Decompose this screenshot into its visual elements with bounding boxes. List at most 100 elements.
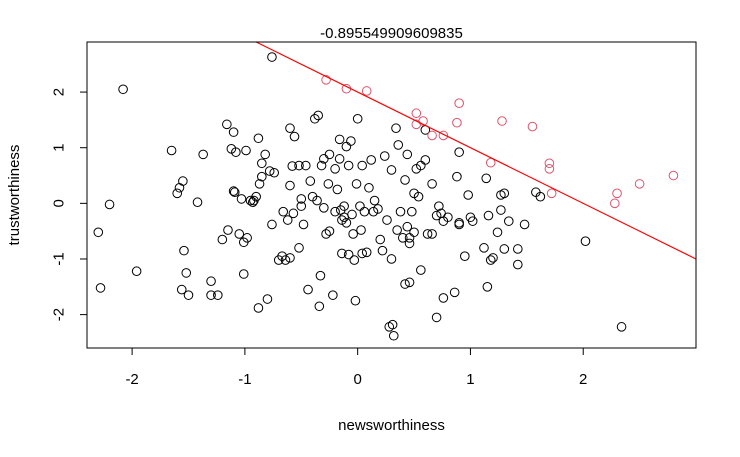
plot-frame <box>86 41 697 349</box>
data-point <box>503 216 514 226</box>
data-point <box>392 225 402 235</box>
data-point <box>294 243 304 253</box>
data-point <box>454 219 464 230</box>
data-point <box>181 268 192 278</box>
data-point <box>234 229 245 239</box>
data-point <box>352 113 363 124</box>
data-point <box>479 243 489 253</box>
data-point <box>206 290 216 300</box>
data-point <box>176 284 187 295</box>
data-point <box>315 270 326 281</box>
data-point <box>174 182 185 193</box>
selected-data-point <box>668 170 679 181</box>
data-point <box>166 145 177 156</box>
data-point <box>260 149 270 160</box>
data-point <box>228 186 239 196</box>
data-point <box>179 245 189 256</box>
data-point <box>373 204 383 214</box>
data-point <box>359 206 370 217</box>
data-point <box>251 191 261 202</box>
data-point <box>341 218 352 228</box>
data-point <box>262 294 273 304</box>
data-point <box>397 233 408 243</box>
data-point <box>496 205 506 215</box>
data-point <box>285 180 295 191</box>
data-point <box>267 219 277 230</box>
selected-data-point <box>361 86 372 96</box>
data-point <box>213 290 223 300</box>
data-point <box>386 254 397 264</box>
data-point <box>431 210 442 221</box>
selected-data-point <box>634 179 645 189</box>
data-point <box>131 266 142 277</box>
data-point <box>172 188 183 199</box>
data-point <box>416 265 426 275</box>
data-point <box>438 293 449 303</box>
selected-data-point <box>321 75 331 85</box>
data-point <box>420 155 431 165</box>
data-point <box>314 301 325 312</box>
data-point <box>384 322 395 332</box>
x-tick-label: -1 <box>238 371 251 388</box>
data-point <box>388 330 399 341</box>
data-point <box>349 255 360 265</box>
data-point <box>377 245 388 256</box>
data-point <box>280 255 291 265</box>
data-point <box>402 149 413 160</box>
data-point <box>337 248 347 259</box>
data-point <box>332 184 343 195</box>
data-point <box>343 249 354 260</box>
data-point <box>386 165 397 175</box>
data-point <box>427 179 437 189</box>
data-point <box>361 247 372 258</box>
data-point <box>391 123 401 134</box>
data-point <box>339 201 349 211</box>
data-point <box>488 253 498 263</box>
data-point <box>409 227 419 238</box>
data-point <box>375 234 386 245</box>
data-point <box>443 212 453 223</box>
data-point <box>253 133 264 144</box>
data-point <box>310 113 320 124</box>
selected-data-point <box>454 98 464 108</box>
data-point <box>324 149 335 160</box>
data-point <box>236 194 247 204</box>
chart-title: -0.895549909609835 <box>320 25 463 42</box>
data-point <box>341 141 352 152</box>
y-tick-label: 1 <box>51 144 68 152</box>
data-point <box>356 225 366 235</box>
selected-data-point <box>411 108 422 119</box>
data-point <box>616 322 627 332</box>
data-point <box>118 84 128 95</box>
data-point <box>198 149 208 160</box>
data-point <box>387 319 398 330</box>
selected-data-point <box>427 130 437 141</box>
x-tick-label: 2 <box>579 371 587 388</box>
data-point <box>316 160 327 171</box>
data-point <box>300 160 311 171</box>
selected-data-point <box>544 164 555 174</box>
selected-data-point <box>610 198 620 209</box>
data-point <box>413 191 424 202</box>
data-point <box>296 194 307 204</box>
data-point <box>178 176 188 186</box>
data-point <box>427 229 437 239</box>
y-axis-label: trustworthiness <box>6 145 23 246</box>
data-point <box>330 164 340 174</box>
data-point <box>454 147 464 157</box>
data-point <box>513 244 523 254</box>
data-point <box>330 206 340 217</box>
data-point <box>242 233 252 243</box>
y-tick-label: -1 <box>51 252 68 265</box>
data-point <box>393 140 404 150</box>
data-point <box>287 161 298 171</box>
data-point <box>350 295 361 306</box>
data-point <box>257 171 267 182</box>
data-point <box>285 253 295 263</box>
data-point <box>499 188 510 199</box>
data-point <box>222 119 232 130</box>
y-tick-label: 2 <box>50 88 67 96</box>
data-point <box>535 191 546 202</box>
data-point <box>482 282 493 292</box>
data-point <box>339 212 349 223</box>
